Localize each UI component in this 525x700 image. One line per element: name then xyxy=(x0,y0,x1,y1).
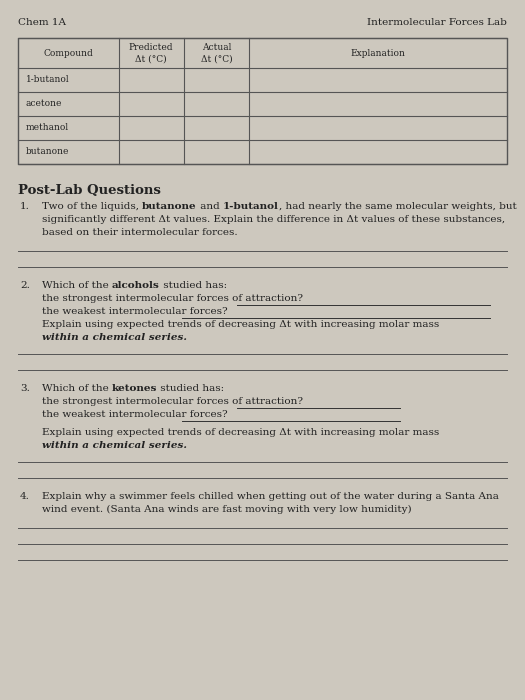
Text: the weakest intermolecular forces?: the weakest intermolecular forces? xyxy=(42,307,228,316)
Text: Explain using expected trends of decreasing Δt with increasing molar mass: Explain using expected trends of decreas… xyxy=(42,428,439,437)
Text: ketones: ketones xyxy=(112,384,158,393)
Bar xyxy=(18,38,507,164)
Text: 4.: 4. xyxy=(20,492,30,501)
Text: 1-butanol: 1-butanol xyxy=(26,76,70,85)
Text: Intermolecular Forces Lab: Intermolecular Forces Lab xyxy=(367,18,507,27)
Text: studied has:: studied has: xyxy=(158,384,225,393)
Text: Post-Lab Questions: Post-Lab Questions xyxy=(18,184,161,197)
Text: Chem 1A: Chem 1A xyxy=(18,18,66,27)
Text: Compound: Compound xyxy=(44,48,93,57)
Text: Predicted
Δt (°C): Predicted Δt (°C) xyxy=(129,43,173,63)
Text: based on their intermolecular forces.: based on their intermolecular forces. xyxy=(42,228,238,237)
Text: the strongest intermolecular forces of attraction?: the strongest intermolecular forces of a… xyxy=(42,397,303,406)
Text: methanol: methanol xyxy=(26,123,69,132)
Text: within a chemical series.: within a chemical series. xyxy=(42,333,187,342)
Text: butanone: butanone xyxy=(26,148,69,157)
Text: acetone: acetone xyxy=(26,99,62,108)
Text: the weakest intermolecular forces?: the weakest intermolecular forces? xyxy=(42,410,228,419)
Text: alcohols: alcohols xyxy=(112,281,160,290)
Text: Two of the liquids,: Two of the liquids, xyxy=(42,202,142,211)
Text: 1-butanol: 1-butanol xyxy=(223,202,279,211)
Text: studied has:: studied has: xyxy=(160,281,227,290)
Text: 2.: 2. xyxy=(20,281,30,290)
Text: significantly different Δt values. Explain the difference in Δt values of these : significantly different Δt values. Expla… xyxy=(42,215,505,224)
Text: butanone: butanone xyxy=(142,202,197,211)
Text: Explanation: Explanation xyxy=(351,48,405,57)
Text: Explain why a swimmer feels chilled when getting out of the water during a Santa: Explain why a swimmer feels chilled when… xyxy=(42,492,499,501)
Text: Which of the: Which of the xyxy=(42,384,112,393)
Text: , had nearly the same molecular weights, but: , had nearly the same molecular weights,… xyxy=(279,202,517,211)
Text: the strongest intermolecular forces of attraction?: the strongest intermolecular forces of a… xyxy=(42,294,303,303)
Text: 1.: 1. xyxy=(20,202,30,211)
Text: Actual
Δt (°C): Actual Δt (°C) xyxy=(201,43,232,63)
Text: within a chemical series.: within a chemical series. xyxy=(42,441,187,450)
Text: and: and xyxy=(197,202,223,211)
Text: wind event. (Santa Ana winds are fast moving with very low humidity): wind event. (Santa Ana winds are fast mo… xyxy=(42,505,412,514)
Text: Explain using expected trends of decreasing Δt with increasing molar mass: Explain using expected trends of decreas… xyxy=(42,320,439,329)
Text: 3.: 3. xyxy=(20,384,30,393)
Text: Which of the: Which of the xyxy=(42,281,112,290)
